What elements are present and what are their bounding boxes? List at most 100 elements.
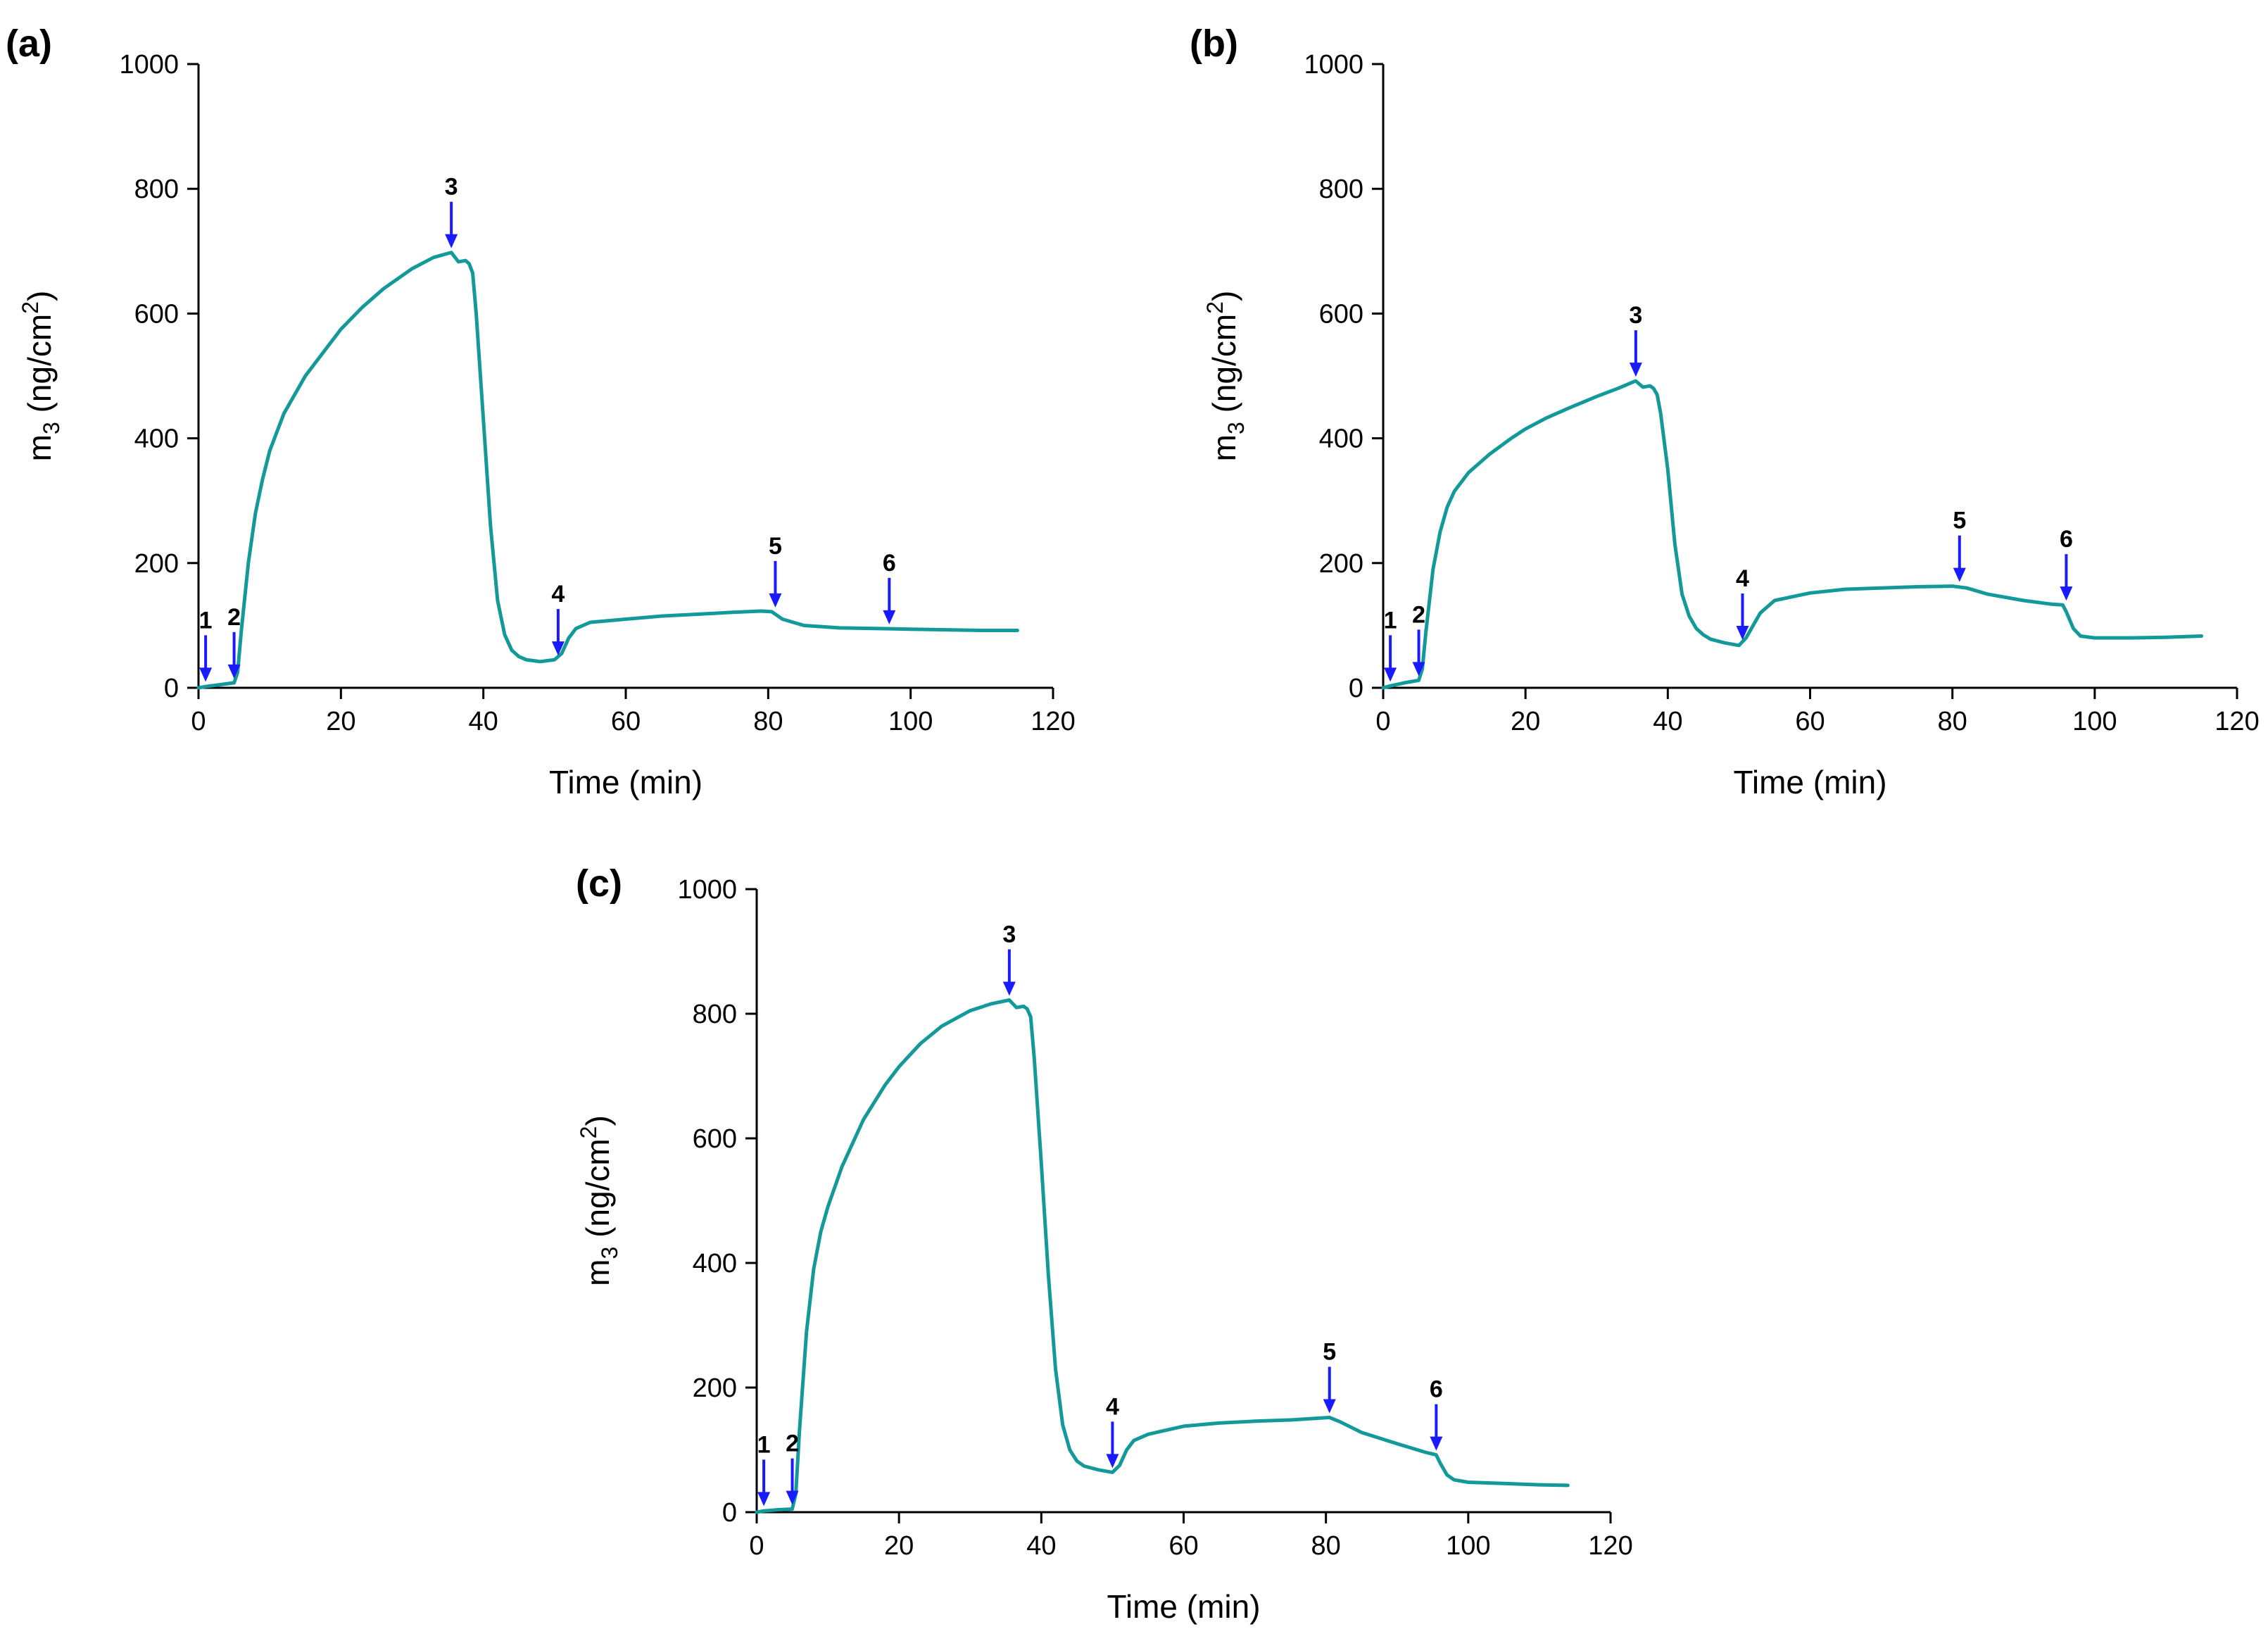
x-tick-label: 20 xyxy=(884,1531,914,1561)
y-axis-title-sup: 2 xyxy=(576,1126,601,1139)
annotation-marker-2: 2 xyxy=(1412,601,1425,677)
chart-panel-2: (b) 0 20 40 60 80 100 120 0 200 400 600 800 1000 Time … xyxy=(1190,23,2260,800)
arrow-down-icon xyxy=(1629,363,1642,377)
arrow-down-icon xyxy=(883,610,896,624)
annotation-marker-1: 1 xyxy=(757,1431,771,1507)
y-tick-label: 200 xyxy=(693,1373,737,1403)
x-tick-label: 100 xyxy=(888,707,933,736)
arrow-down-icon xyxy=(786,1490,799,1505)
x-tick-label: 40 xyxy=(1026,1531,1056,1561)
y-axis-title-unit: (ng/cm xyxy=(579,1138,616,1246)
x-tick-label: 40 xyxy=(469,707,498,736)
y-tick-label: 800 xyxy=(134,175,179,204)
marker-label: 6 xyxy=(2060,526,2073,553)
y-axis-title-base: m xyxy=(1206,434,1242,461)
marker-label: 3 xyxy=(1002,922,1016,948)
marker-label: 5 xyxy=(1953,508,1966,534)
y-axis-title-close: ) xyxy=(21,291,58,301)
y-tick-label: 400 xyxy=(134,425,179,454)
x-tick-label: 100 xyxy=(2072,707,2117,736)
x-tick-label: 40 xyxy=(1653,707,1682,736)
y-axis-title-close: ) xyxy=(1206,291,1242,301)
y-axis-title: m3 (ng/cm2) xyxy=(1202,291,1249,462)
series-line-m3 xyxy=(1381,379,2203,690)
series-line-m3 xyxy=(196,251,1019,690)
marker-label: 5 xyxy=(1323,1338,1336,1365)
x-tick-label: 120 xyxy=(2215,707,2259,736)
marker-label: 2 xyxy=(786,1431,799,1457)
y-tick-label: 400 xyxy=(1319,425,1363,454)
annotation-marker-3: 3 xyxy=(1629,302,1642,377)
series-line-m3 xyxy=(755,998,1570,1514)
marker-label: 1 xyxy=(1384,607,1397,634)
arrow-down-icon xyxy=(445,234,458,249)
marker-label: 3 xyxy=(1629,302,1642,329)
x-tick-label: 0 xyxy=(749,1531,764,1561)
annotation-marker-5: 5 xyxy=(1953,508,1966,582)
y-tick-label: 800 xyxy=(1319,175,1363,204)
arrow-down-icon xyxy=(551,641,565,656)
y-tick-label: 1000 xyxy=(677,875,737,905)
x-axis-title: Time (min) xyxy=(549,764,703,800)
x-tick-label: 20 xyxy=(326,707,355,736)
annotation-marker-4: 4 xyxy=(1736,565,1749,640)
x-tick-label: 0 xyxy=(1375,707,1390,736)
marker-label: 4 xyxy=(1106,1393,1119,1420)
x-tick-label: 80 xyxy=(1938,707,1967,736)
x-axis-title: Time (min) xyxy=(1107,1588,1260,1625)
x-tick-label: 80 xyxy=(1311,1531,1341,1561)
y-tick-label: 400 xyxy=(693,1249,737,1278)
x-tick-label: 60 xyxy=(1795,707,1825,736)
marker-label: 6 xyxy=(883,550,896,577)
x-tick-label: 60 xyxy=(611,707,641,736)
chart-panel-3: (c) 0 20 40 60 80 100 120 0 200 400 600 800 1000 Time … xyxy=(576,862,1633,1625)
y-axis-title-unit: (ng/cm xyxy=(21,314,58,422)
y-tick-label: 600 xyxy=(134,299,179,329)
annotation-marker-3: 3 xyxy=(1002,922,1016,996)
y-axis-title-close: ) xyxy=(579,1115,616,1126)
arrow-down-icon xyxy=(769,593,782,608)
arrow-down-icon xyxy=(2060,586,2073,601)
y-tick-label: 1000 xyxy=(1304,50,1363,80)
marker-label: 1 xyxy=(757,1431,771,1458)
panel-label: (a) xyxy=(6,23,52,65)
x-tick-label: 100 xyxy=(1446,1531,1490,1561)
y-tick-label: 1000 xyxy=(119,50,179,80)
marker-label: 1 xyxy=(199,607,213,634)
arrow-down-icon xyxy=(227,664,241,679)
annotation-marker-4: 4 xyxy=(551,581,565,656)
annotation-marker-6: 6 xyxy=(883,550,896,624)
y-axis-title-sub: 3 xyxy=(597,1247,622,1259)
arrow-down-icon xyxy=(757,1492,771,1507)
arrow-down-icon xyxy=(1953,567,1966,582)
y-tick-label: 600 xyxy=(693,1124,737,1154)
y-axis-title-unit: (ng/cm xyxy=(1206,314,1242,422)
annotation-marker-6: 6 xyxy=(1430,1376,1443,1451)
arrow-down-icon xyxy=(1002,981,1016,996)
x-tick-label: 120 xyxy=(1031,707,1075,736)
y-tick-label: 0 xyxy=(1349,674,1363,703)
panel-label: (b) xyxy=(1190,23,1238,65)
arrow-down-icon xyxy=(1412,662,1425,677)
marker-label: 4 xyxy=(551,581,565,608)
arrow-down-icon xyxy=(1384,667,1397,682)
marker-label: 2 xyxy=(227,604,241,631)
x-tick-label: 20 xyxy=(1511,707,1540,736)
y-axis-title-sub: 3 xyxy=(39,422,64,434)
y-tick-label: 200 xyxy=(134,549,179,579)
y-tick-label: 0 xyxy=(164,674,179,703)
y-axis-title: m3 (ng/cm2) xyxy=(576,1115,622,1286)
x-tick-label: 80 xyxy=(753,707,783,736)
annotation-marker-6: 6 xyxy=(2060,526,2073,601)
y-axis-title-sub: 3 xyxy=(1223,422,1249,434)
x-tick-label: 120 xyxy=(1588,1531,1632,1561)
y-tick-label: 0 xyxy=(722,1498,737,1528)
annotation-marker-2: 2 xyxy=(786,1431,799,1505)
y-axis-title-base: m xyxy=(579,1259,616,1285)
annotation-marker-1: 1 xyxy=(1384,607,1397,682)
x-axis-title: Time (min) xyxy=(1733,764,1886,800)
marker-label: 3 xyxy=(445,174,458,201)
arrow-down-icon xyxy=(1106,1454,1119,1469)
arrow-down-icon xyxy=(1736,625,1749,640)
